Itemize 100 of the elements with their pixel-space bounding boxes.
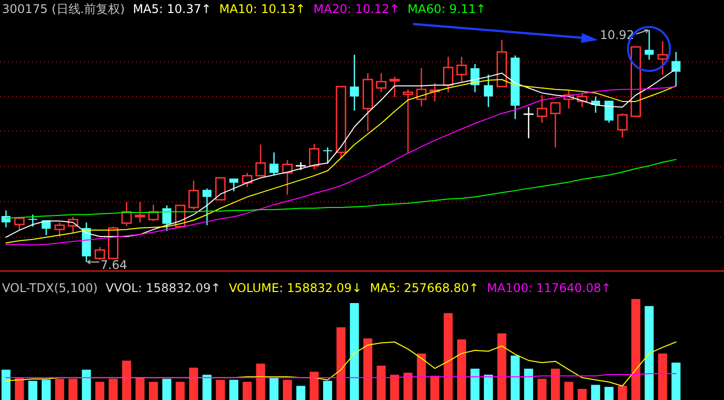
bar <box>618 386 627 400</box>
bar <box>538 378 546 400</box>
candlestick <box>672 51 680 87</box>
bar <box>216 380 225 400</box>
bar <box>28 380 38 400</box>
candlestick <box>255 144 266 178</box>
bar <box>2 370 10 400</box>
bar <box>591 384 600 400</box>
bar <box>310 372 319 400</box>
bar <box>82 370 91 400</box>
bar <box>323 380 332 400</box>
bar <box>564 382 574 400</box>
bar <box>189 368 198 400</box>
chart-title: 300175 (日线.前复权) <box>2 2 125 16</box>
candlestick <box>309 143 320 170</box>
bar <box>256 364 266 400</box>
text: MA60: 9.11↑ <box>408 2 486 16</box>
candlestick <box>376 72 386 93</box>
annotation: 10.92 <box>600 28 649 42</box>
candlestick <box>657 40 668 76</box>
bar <box>497 333 506 400</box>
candlestick <box>550 102 561 148</box>
bar <box>363 338 372 400</box>
bar <box>108 378 118 400</box>
bar <box>524 368 534 400</box>
candlestick <box>28 214 38 228</box>
bar <box>202 374 212 400</box>
candlestick <box>522 106 534 139</box>
candlestick <box>162 204 172 232</box>
bar <box>404 372 412 400</box>
candlestick <box>443 56 454 93</box>
bar <box>350 303 359 400</box>
bar <box>282 380 292 400</box>
candlestick <box>2 210 10 228</box>
chart-title: VOL-TDX(5,100) <box>2 281 98 295</box>
candlestick <box>188 180 199 210</box>
bar <box>672 362 680 400</box>
annotation: 10.92 <box>600 28 634 42</box>
bar <box>457 339 466 400</box>
annotation: 7.64 <box>86 258 128 272</box>
bar <box>270 378 278 400</box>
candlestick <box>121 201 132 227</box>
candlestick <box>242 172 252 188</box>
bar <box>470 368 480 400</box>
text: MA100: 117640.08↑ <box>486 281 612 295</box>
bar <box>578 388 587 400</box>
candlestick <box>94 246 105 261</box>
candlestick <box>282 159 293 196</box>
bar <box>390 374 400 400</box>
bar <box>95 382 104 400</box>
bar <box>550 368 560 400</box>
bar <box>68 378 78 400</box>
bar <box>162 378 172 400</box>
bar <box>604 386 614 400</box>
bar <box>444 313 453 400</box>
candlestick <box>134 201 146 224</box>
bar <box>336 327 346 400</box>
bar <box>510 356 520 400</box>
candlestick <box>416 68 427 108</box>
candlestick <box>270 152 278 176</box>
candlestick <box>14 217 25 231</box>
candlestick <box>402 88 414 154</box>
bar <box>148 382 158 400</box>
bar <box>296 386 306 400</box>
candlestick <box>456 56 467 82</box>
annotation: 7.64 <box>100 258 128 272</box>
text: MA5: 10.37↑ <box>132 2 212 16</box>
candlestick <box>350 54 359 112</box>
bar <box>376 366 386 400</box>
bar <box>55 378 64 400</box>
bar <box>484 374 493 400</box>
bar <box>42 380 51 400</box>
candlestick <box>54 222 65 238</box>
candlestick <box>202 188 212 226</box>
bar <box>122 360 132 400</box>
candlestick <box>536 94 548 124</box>
bar <box>631 299 640 400</box>
text: MA20: 10.12↑ <box>313 2 400 16</box>
bar <box>229 380 238 400</box>
chart-subtitle: VVOL: 158832.09↑ <box>106 281 221 295</box>
bar <box>14 378 24 400</box>
text: MA10: 10.13↑ <box>219 2 306 16</box>
bar <box>644 306 654 400</box>
bar <box>176 382 185 400</box>
candlestick <box>229 178 238 192</box>
candlestick <box>644 29 654 60</box>
bar <box>416 354 426 400</box>
candlestick <box>389 76 400 98</box>
candlestick <box>604 100 614 124</box>
candlestick <box>591 96 600 114</box>
bar <box>430 376 440 400</box>
bar <box>658 354 668 400</box>
candlestick <box>617 112 628 138</box>
bar <box>242 382 252 400</box>
candlestick <box>323 146 332 164</box>
bar <box>136 378 144 400</box>
candlestick <box>484 74 493 108</box>
text: MA5: 257668.80↑ <box>370 281 479 295</box>
text: VOLUME: 158832.09↓ <box>228 281 362 295</box>
candlestick <box>215 177 226 200</box>
